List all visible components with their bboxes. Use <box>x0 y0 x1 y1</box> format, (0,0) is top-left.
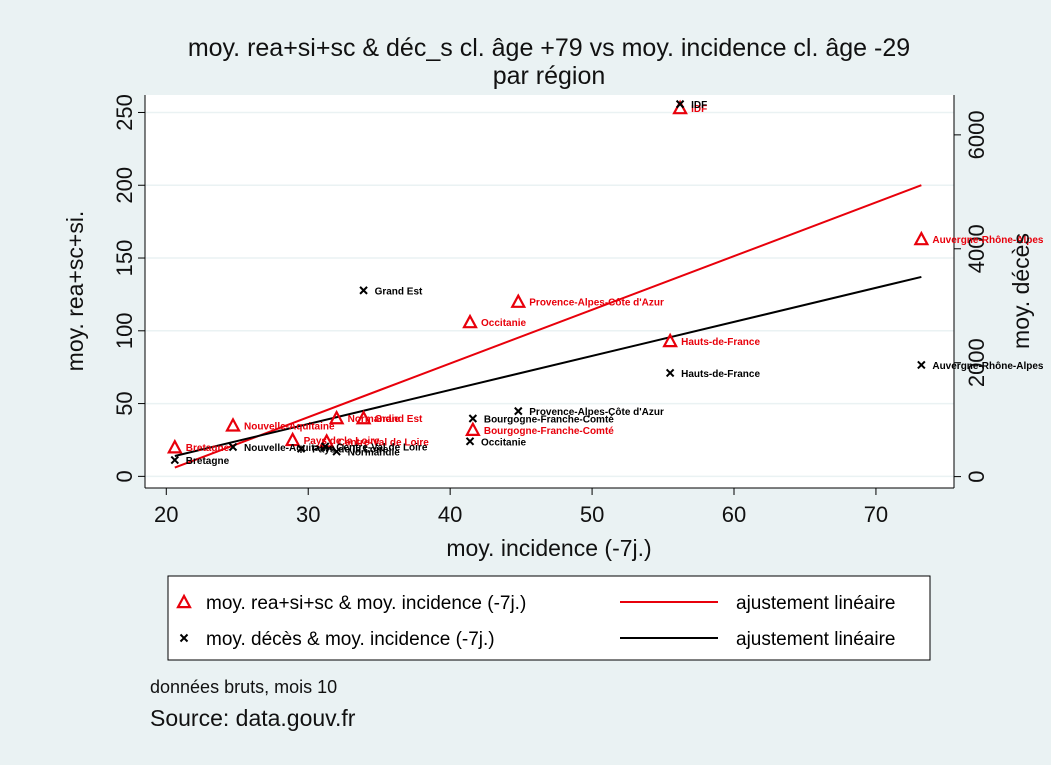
data-point-cross <box>675 99 685 109</box>
data-label: Pays de la Loire <box>304 436 381 447</box>
data-point-triangle <box>462 313 478 329</box>
data-point-cross <box>228 442 238 452</box>
y-tick-label-left: 150 <box>112 240 137 277</box>
data-label: Normandie <box>348 414 401 425</box>
y-tick-label-right: 6000 <box>964 110 989 159</box>
legend-label: moy. décès & moy. incidence (-7j.) <box>206 629 495 650</box>
data-label: Bourgogne-Franche-Comté <box>484 426 614 437</box>
data-point-cross <box>296 444 306 453</box>
data-point-triangle <box>328 409 345 425</box>
data-label: Hauts-de-France <box>681 369 760 380</box>
data-point-triangle <box>662 332 678 348</box>
data-point-cross <box>332 447 341 456</box>
data-point-triangle <box>510 293 527 308</box>
legend-box <box>167 575 931 661</box>
data-points: IDF Auvergne-Rhône-Alpes Provence-Alpes-Cô… <box>166 99 1044 467</box>
data-label: Occitanie <box>481 318 526 329</box>
data-label: Bourgogne-Franche-Comté <box>484 415 614 426</box>
chart-title-line2: par région <box>493 62 606 90</box>
data-label: Auvergne-Rhône-Alpes <box>932 235 1044 246</box>
fit-line-1 <box>174 184 922 469</box>
axes: 0 50 100 150 200 250 0 2000 4000 6000 20 30 40 50 60 70 <box>112 94 989 527</box>
x-tick-label: 70 <box>864 502 888 527</box>
footnote-source: Source: data.gouv.fr <box>150 705 356 731</box>
x-tick-label: 50 <box>580 502 604 527</box>
data-point-cross <box>359 286 368 295</box>
data-point-triangle <box>913 230 930 246</box>
data-point-cross <box>170 455 180 465</box>
y-tick-label-left: 200 <box>112 167 137 204</box>
data-label: Grand Est <box>375 286 423 297</box>
data-point-cross <box>465 437 475 446</box>
data-point-cross <box>468 414 478 423</box>
data-label: Grand Est <box>375 414 423 425</box>
data-label: Pays de la Loire <box>312 445 389 456</box>
data-label: Provence-Alpes-Côte d'Azur <box>529 407 664 418</box>
data-point-triangle <box>225 417 241 432</box>
x-tick-label: 20 <box>154 502 178 527</box>
y-tick-label-left: 0 <box>112 470 137 482</box>
y-axis-label-left: moy. rea+sc+si. <box>62 211 88 372</box>
data-label: Centre-Val de Loire <box>336 442 428 453</box>
data-point-cross <box>179 633 189 643</box>
x-tick-label: 30 <box>296 502 320 527</box>
legend-label: ajustement linéaire <box>736 593 895 614</box>
plot-area <box>145 95 954 488</box>
y-tick-label-right: 2000 <box>964 338 989 387</box>
data-point-cross <box>917 360 926 370</box>
fit-line-2 <box>174 275 922 457</box>
x-axis-label: moy. incidence (-7j.) <box>446 535 651 561</box>
data-label: Occitanie <box>481 437 526 448</box>
data-label: Provence-Alpes-Côte d'Azur <box>529 298 664 309</box>
legend-label: moy. rea+si+sc & moy. incidence (-7j.) <box>206 593 526 614</box>
x-tick-label: 60 <box>722 502 746 527</box>
data-point-triangle <box>176 593 192 609</box>
data-point-triangle <box>284 431 301 447</box>
y-tick-label-left: 100 <box>112 312 137 349</box>
data-point-triangle <box>355 409 372 425</box>
data-point-cross <box>321 442 330 451</box>
data-label: Nouvelle-Aquitaine <box>244 421 335 432</box>
data-label: Normandie <box>348 448 401 459</box>
data-label: Nouvelle-Aquitaine <box>244 443 335 454</box>
legend: moy. rea+si+sc & moy. incidence (-7j.) aj… <box>176 593 895 650</box>
data-label: Hauts-de-France <box>681 337 760 348</box>
data-label: Auvergne-Rhône-Alpes <box>932 361 1044 372</box>
data-point-triangle <box>465 421 481 436</box>
data-point-cross <box>665 368 675 378</box>
y-axis-label-right: moy. décès <box>1008 233 1034 349</box>
gridlines <box>145 111 954 478</box>
y-tick-label-left: 50 <box>112 391 137 415</box>
footnote-note: données bruts, mois 10 <box>150 677 338 697</box>
data-label: Centre-Val de Loire <box>338 437 430 448</box>
data-point-cross <box>514 406 523 416</box>
y-tick-label-right: 0 <box>964 470 989 482</box>
legend-label: ajustement linéaire <box>736 629 895 650</box>
data-label: IDF <box>691 104 707 115</box>
data-label: Bretagne <box>186 443 230 454</box>
fit-lines <box>174 184 922 469</box>
data-point-triangle <box>166 438 183 454</box>
y-tick-label-right: 4000 <box>964 224 989 273</box>
data-label: Bretagne <box>186 456 230 467</box>
x-tick-label: 40 <box>438 502 462 527</box>
data-label: IDF <box>691 100 707 111</box>
chart-title-line1: moy. rea+si+sc & déc_s cl. âge +79 vs mo… <box>188 34 910 62</box>
y-tick-label-left: 250 <box>112 94 137 131</box>
